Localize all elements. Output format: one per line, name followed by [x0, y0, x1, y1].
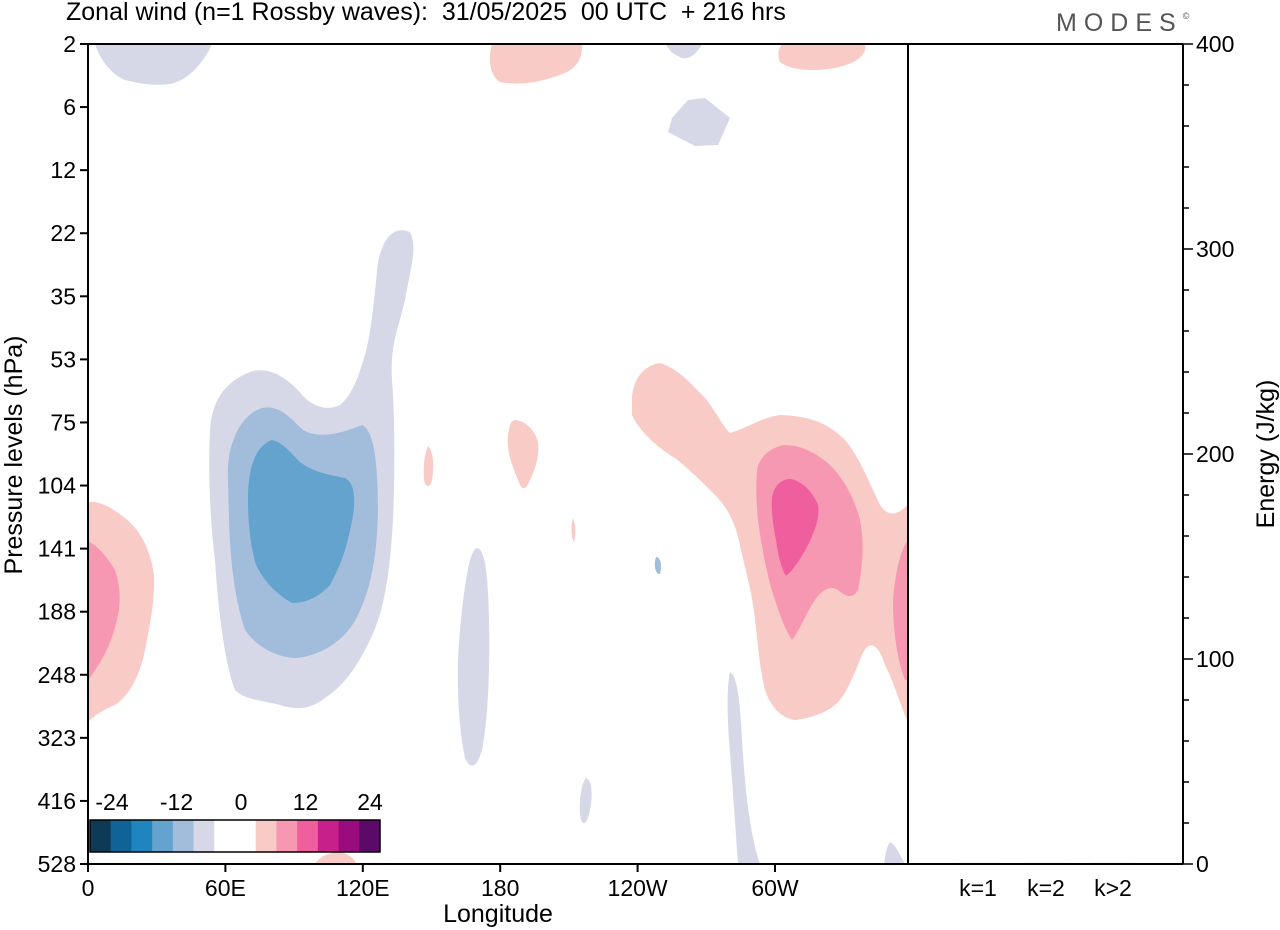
pressure-tick-label: 22 [50, 220, 76, 246]
contour-pos-right-3 [771, 479, 819, 576]
longitude-tick-label: 120E [336, 875, 390, 901]
contour-pos-shard-2 [507, 420, 539, 489]
contour-pos-left-2 [88, 541, 120, 680]
colorbar-swatch [297, 820, 319, 852]
pressure-tick-label: 53 [50, 346, 76, 372]
energy-bar-label: k=2 [1027, 875, 1065, 901]
colorbar-label: -24 [95, 789, 128, 815]
pressure-tick-label: 2 [63, 31, 76, 57]
colorbar-swatch [90, 820, 112, 852]
energy-tick-label: 300 [1196, 236, 1234, 262]
longitude-axis: 0 60E 120E 180 120W 60W [82, 864, 799, 901]
pressure-tick-label: 35 [50, 283, 76, 309]
contour-pos-shard-1 [423, 446, 434, 486]
colorbar-swatch [235, 820, 257, 852]
logo-mark: © [1182, 11, 1190, 21]
energy-bars: k=1 k=2 k>2 [956, 862, 1135, 901]
energy-tick-label: 0 [1196, 851, 1209, 877]
longitude-tick-label: 120W [608, 875, 668, 901]
energy-bar-label: k=1 [959, 875, 997, 901]
longitude-axis-title: Longitude [443, 900, 553, 928]
colorbar-swatch [152, 820, 174, 852]
colorbar-label: 24 [357, 789, 383, 815]
colorbar-swatch [131, 820, 153, 852]
contour-neg-shard-1 [654, 557, 661, 575]
modes-logo: MODES© [1056, 9, 1189, 38]
contour-neg-top-left [95, 44, 212, 85]
pressure-axis: 2 6 12 22 35 53 75 104 141 188 248 323 416 528 [38, 31, 88, 877]
contour-pos-top-2 [778, 44, 866, 70]
contour-neg-top-mid [666, 44, 702, 59]
colorbar-swatch [172, 820, 195, 852]
energy-tick-label: 400 [1196, 31, 1234, 57]
colorbar-outline [89, 819, 381, 853]
pressure-tick-label: 416 [38, 788, 76, 814]
contour-pos-shard-4 [315, 852, 357, 864]
pressure-tick-label: 104 [38, 473, 77, 499]
pressure-tick-label: 323 [38, 725, 76, 751]
pressure-tick-label: 75 [50, 409, 76, 435]
pressure-axis-title: Pressure levels (hPa) [0, 336, 28, 575]
contour-neg-small-top [668, 98, 730, 146]
pressure-tick-label: 6 [63, 94, 76, 120]
contour-pos-right-edge [893, 540, 908, 680]
pressure-tick-label: 528 [38, 851, 76, 877]
colorbar-swatch [193, 820, 215, 852]
colorbar-swatch [338, 820, 360, 852]
contour-neg-shard-2 [457, 548, 490, 766]
contour-pos-shard-3 [571, 518, 576, 542]
colorbar-label: 0 [235, 789, 248, 815]
colorbar-swatch [255, 820, 277, 852]
colorbar-swatch [110, 820, 132, 852]
contour-pos-top-1 [489, 44, 583, 84]
pressure-tick-label: 12 [50, 157, 76, 183]
contour-neg-shard-5 [884, 842, 905, 864]
pressure-tick-label: 141 [38, 536, 76, 562]
energy-panel [908, 43, 1184, 865]
pressure-tick-label: 248 [38, 662, 76, 688]
colorbar-swatch [214, 820, 236, 852]
colorbar-label: 12 [293, 789, 319, 815]
contour-field [88, 44, 908, 864]
energy-axis: 0 100 200 300 400 [1183, 31, 1234, 877]
chart-title: Zonal wind (n=1 Rossby waves): 31/05/202… [66, 0, 786, 26]
pressure-tick-label: 188 [38, 599, 76, 625]
logo-text: MODES [1056, 9, 1183, 37]
colorbar-swatch [276, 820, 298, 852]
longitude-tick-label: 0 [82, 875, 95, 901]
colorbar-swatch [359, 820, 381, 852]
longitude-tick-label: 60E [205, 875, 246, 901]
longitude-tick-label: 180 [481, 875, 519, 901]
energy-axis-title: Energy (J/kg) [1252, 380, 1280, 529]
energy-bar [1091, 862, 1135, 864]
energy-bar-label: k>2 [1094, 875, 1132, 901]
contour-neg-shard-3 [579, 778, 592, 824]
colorbar-label: -12 [160, 789, 193, 815]
energy-bar [1024, 862, 1068, 864]
energy-tick-label: 100 [1196, 646, 1234, 672]
longitude-tick-label: 60W [751, 875, 799, 901]
contour-frame [87, 43, 909, 865]
energy-tick-label: 200 [1196, 441, 1234, 467]
contour-neg-shard-4 [727, 672, 760, 864]
colorbar: -24 -12 0 12 24 [89, 789, 383, 853]
contour-neg-main-3 [248, 440, 355, 603]
energy-bar [956, 862, 1000, 864]
colorbar-swatch [317, 820, 340, 852]
